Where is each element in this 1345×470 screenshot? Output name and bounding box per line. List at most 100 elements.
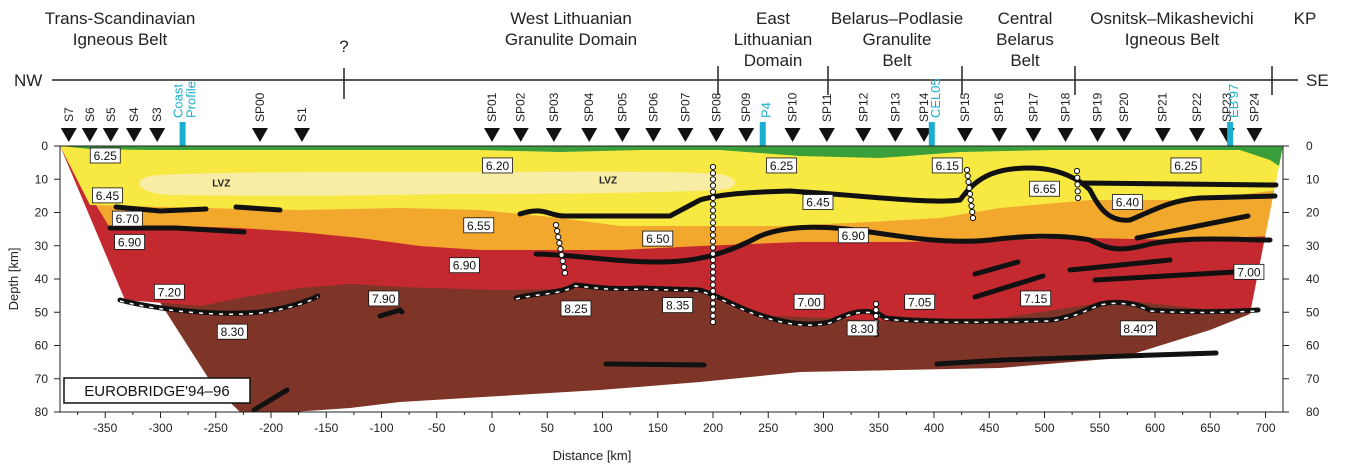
y-tick-label-right: 80 (1306, 405, 1320, 419)
velocity-label-box (846, 320, 878, 337)
data-point-marker (872, 312, 880, 320)
data-point-marker (709, 232, 717, 239)
shotpoint-marker (991, 128, 1008, 142)
data-point-marker (966, 190, 974, 198)
x-tick-label: 550 (1090, 421, 1110, 435)
data-point-marker (968, 202, 975, 210)
x-tick-label: 400 (924, 421, 944, 435)
x-tick-label: 250 (758, 421, 778, 435)
y-tick-label-left: 80 (35, 405, 49, 419)
axes: -350 -300 -250 -200 -150 -100 -50 0 50 100 150 200 2… (6, 139, 1320, 463)
velocity-label-box (216, 323, 248, 340)
lvz-label: LVZ (599, 175, 617, 186)
data-point-marker (709, 188, 717, 195)
shotpoint-marker (956, 128, 973, 142)
shotpoint-label: SP02 (514, 92, 528, 122)
shotpoint-label: S4 (127, 107, 141, 122)
data-point-marker (559, 257, 566, 265)
velocity-label: 8.30 (850, 322, 874, 336)
data-point-marker (709, 219, 717, 226)
cyan-shotpoint-label: EB'97 (1226, 84, 1241, 118)
shotpoint-label: SP09 (739, 92, 753, 122)
reflector-lines (107, 165, 1279, 413)
shotpoint-label: S3 (150, 107, 164, 122)
cyan-shotpoint-label: Coast (171, 84, 186, 118)
province-east-lithuanian-line2: Lithuanian (734, 30, 812, 49)
data-point-marker (709, 269, 717, 276)
province-central-belarus-line3: Belt (1010, 51, 1040, 70)
shotpoint-label: SP07 (678, 92, 692, 122)
velocity-label: 6.90 (453, 259, 477, 273)
data-point-marker (1074, 174, 1081, 181)
province-osnitsk-line1: Osnitsk–Mikashevichi (1090, 9, 1253, 28)
figure-title: EUROBRIDGE'94–96 (84, 383, 229, 400)
shotpoint-marker (645, 128, 662, 142)
data-point-marker (552, 221, 560, 229)
velocity-label-box (114, 234, 145, 250)
y-ticks: 0 0 10 10 20 20 30 30 40 40 50 50 60 60 70 70 80 80 (35, 139, 1320, 419)
y-tick-label-left: 50 (35, 305, 49, 319)
velocity-label: 8.35 (666, 299, 690, 313)
velocity-label: 6.50 (646, 232, 670, 246)
y-tick-label-right: 0 (1306, 139, 1313, 153)
data-point-marker (965, 178, 972, 186)
y-tick-label-right: 70 (1306, 372, 1320, 386)
cyan-shotpoint-label: CEL05 (928, 78, 943, 118)
data-point-marker (709, 312, 717, 319)
data-point-marker (967, 196, 974, 204)
shotpoint-label: SP20 (1117, 92, 1131, 122)
shotpoint-marker (614, 128, 631, 142)
lvz-label: LVZ (212, 179, 230, 190)
shotpoint-marker (581, 128, 598, 142)
x-tick-label: 600 (1145, 421, 1165, 435)
x-tick-label: -250 (204, 421, 228, 435)
velocity-label-box (89, 147, 121, 164)
velocity-label-box (111, 210, 143, 227)
velocity-label: 7.00 (1237, 265, 1261, 279)
data-point-marker (709, 170, 717, 177)
shotpoint-label: SP08 (709, 92, 723, 122)
data-point-marker (709, 213, 717, 220)
data-point-marker (709, 287, 717, 295)
velocity-label-box (766, 157, 797, 174)
velocity-label: 6.45 (96, 189, 120, 203)
province-trans-scandinavian-line2: Igneous Belt (73, 30, 168, 49)
shotpoint-label: SP06 (646, 92, 660, 122)
velocity-label: 7.15 (1024, 292, 1048, 306)
x-tick-label: -200 (259, 421, 283, 435)
cyan-shotpoint-label-line2: Profile (184, 81, 199, 118)
data-point-marker (709, 163, 717, 171)
shotpoint-marker (677, 128, 694, 142)
x-tick-label: 700 (1255, 421, 1275, 435)
velocity-label-box (1233, 263, 1265, 280)
data-point-marker (969, 214, 977, 222)
velocity-label-box (802, 194, 834, 210)
data-point-marker (1073, 167, 1081, 175)
velocity-label: 6.20 (486, 159, 510, 173)
shotpoint-marker (1025, 128, 1042, 142)
cyan-shotpoint-marker (179, 122, 186, 146)
data-point-marker (709, 244, 717, 251)
data-point-marker (709, 176, 717, 183)
data-point-marker (709, 225, 717, 233)
velocity-label: 7.05 (908, 295, 932, 309)
velocity-label: 6.90 (842, 229, 866, 243)
data-point-marker (963, 166, 971, 174)
velocity-label: 6.90 (118, 235, 142, 249)
velocity-label: 6.40 (1116, 196, 1140, 210)
shotpoint-label: S1 (295, 107, 309, 122)
shotpoint-label: SP00 (253, 92, 267, 122)
data-point-marker (556, 239, 563, 247)
shotpoint-marker (293, 128, 310, 142)
y-tick-label-right: 20 (1306, 206, 1320, 220)
y-tick-label-right: 60 (1306, 339, 1320, 353)
province-trans-scandinavian-line1: Trans-Scandinavian (45, 9, 196, 28)
velocity-label-box (153, 283, 185, 300)
shotpoint-label: SP14 (917, 92, 931, 122)
velocity-label: 7.90 (372, 292, 396, 306)
velocity-label-box (92, 187, 123, 204)
data-point-marker (969, 208, 976, 216)
shotpoint-marker (60, 128, 77, 142)
shotpoint-label: S6 (83, 107, 97, 122)
